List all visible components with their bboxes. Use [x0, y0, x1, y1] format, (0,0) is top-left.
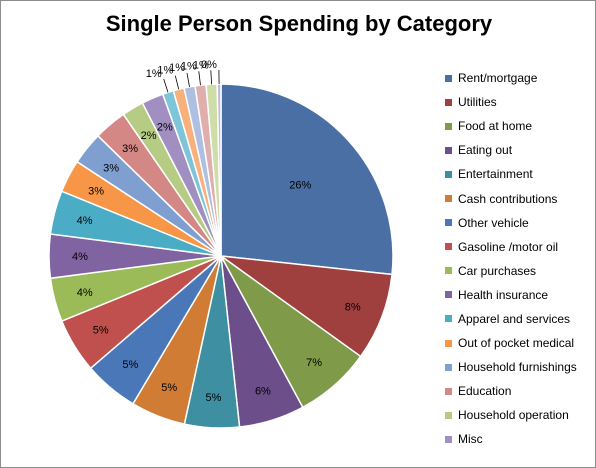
data-label-16: 2% — [157, 122, 173, 134]
leader-line-19 — [186, 73, 190, 87]
legend-item: Out of pocket medical — [445, 331, 595, 355]
data-label-13: 3% — [103, 163, 119, 175]
data-label-17: 1% — [146, 68, 162, 80]
data-label-2: 8% — [345, 301, 361, 313]
data-label-11: 4% — [77, 215, 93, 227]
legend-swatch — [445, 74, 452, 82]
legend-swatch — [445, 387, 452, 395]
data-label-9: 4% — [77, 287, 93, 299]
legend-label: Out of pocket medical — [458, 336, 575, 351]
data-label-20: 1% — [181, 60, 197, 72]
data-label-5: 5% — [206, 392, 222, 404]
pie-slice-22 — [216, 83, 222, 257]
legend-label: Education — [458, 384, 512, 399]
legend-item: Household furnishings — [445, 355, 595, 379]
data-label-12: 3% — [88, 186, 104, 198]
data-label-18: 1% — [157, 65, 173, 77]
legend-item: Apparel and services — [445, 307, 595, 331]
legend-label: Misc — [458, 432, 483, 447]
leader-line-17 — [163, 78, 169, 93]
legend-item: Utilities — [445, 90, 595, 114]
legend-item: Gasoline /motor oil — [445, 235, 595, 259]
legend-swatch — [445, 339, 452, 347]
legend-swatch — [445, 435, 452, 443]
legend-label: Household operation — [458, 408, 569, 423]
legend-label: Food at home — [458, 119, 533, 134]
legend-swatch — [445, 122, 452, 130]
legend-label: Rent/mortgage — [458, 71, 538, 86]
legend-label: Car purchases — [458, 263, 537, 278]
legend-label: Entertainment — [458, 167, 533, 182]
legend-label: Household furnishings — [458, 360, 577, 375]
leader-line-20 — [198, 71, 201, 86]
legend-swatch — [445, 195, 452, 203]
legend-label: Eating out — [458, 143, 513, 158]
legend-swatch — [445, 411, 452, 419]
data-label-4: 6% — [255, 386, 271, 398]
legend-swatch — [445, 363, 452, 371]
legend-item: Cash contributions — [445, 186, 595, 210]
legend-label: Cash contributions — [458, 191, 558, 206]
legend-item: Household operation — [445, 403, 595, 427]
pie-slice-2 — [218, 254, 393, 358]
legend-swatch — [445, 267, 452, 275]
leader-line-18 — [174, 75, 180, 90]
legend-label: Other vehicle — [458, 215, 529, 230]
data-label-22: 0% — [201, 59, 217, 71]
legend-item: Misc — [445, 427, 595, 451]
legend-swatch — [445, 170, 452, 178]
data-label-8: 5% — [93, 325, 109, 337]
data-label-15: 2% — [141, 130, 157, 142]
legend-swatch — [445, 98, 452, 106]
legend-label: Apparel and services — [458, 311, 571, 326]
legend-swatch — [445, 291, 452, 299]
legend-item: Eating out — [445, 138, 595, 162]
data-label-3: 7% — [306, 357, 322, 369]
data-label-21: 1% — [193, 59, 209, 71]
data-label-1: 26% — [289, 180, 311, 192]
legend-item: Entertainment — [445, 162, 595, 186]
data-label-7: 5% — [122, 359, 138, 371]
legend-label: Gasoline /motor oil — [458, 239, 559, 254]
legend-label: Utilities — [458, 95, 497, 110]
pie-slice-1 — [220, 83, 394, 276]
data-label-10: 4% — [72, 251, 88, 263]
legend: Rent/mortgage Utilities Food at home Eating… — [445, 66, 595, 452]
legend-item: Rent/mortgage — [445, 66, 595, 90]
leader-line-21 — [210, 70, 212, 85]
legend-item: Other vehicle — [445, 211, 595, 235]
legend-swatch — [445, 146, 452, 154]
legend-swatch — [445, 243, 452, 251]
legend-item: Food at home — [445, 114, 595, 138]
legend-swatch — [445, 315, 452, 323]
legend-item: Education — [445, 379, 595, 403]
data-label-6: 5% — [161, 382, 177, 394]
legend-label: Health insurance — [458, 287, 549, 302]
data-label-19: 1% — [169, 62, 185, 74]
legend-swatch — [445, 219, 452, 227]
legend-item: Car purchases — [445, 259, 595, 283]
chart-title: Single Person Spending by Category — [105, 11, 493, 36]
legend-item: Health insurance — [445, 283, 595, 307]
data-label-14: 3% — [122, 143, 138, 155]
